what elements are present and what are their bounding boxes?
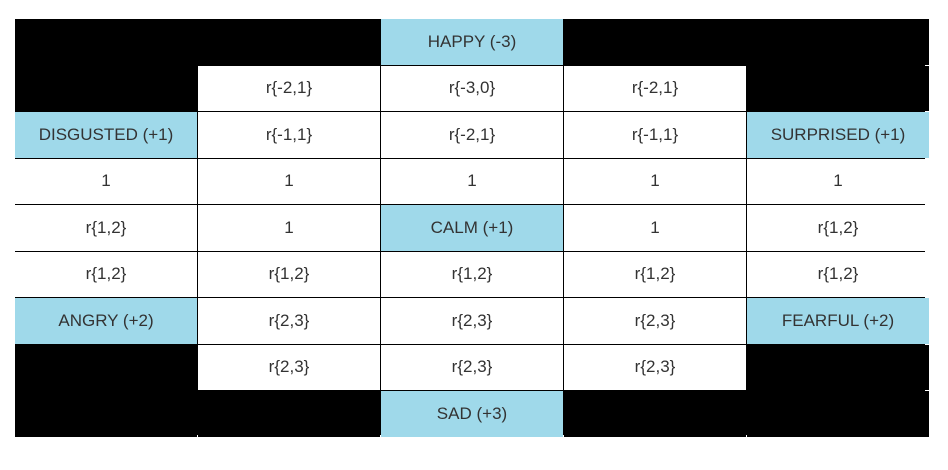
- grid-cell: r{2,3}: [198, 298, 380, 344]
- emotion-cell-disgusted: DISGUSTED (+1): [15, 112, 197, 158]
- grid-cell: 1: [198, 205, 380, 251]
- emotion-grid: HAPPY (-3) r{-2,1} r{-3,0} r{-2,1} DISGU…: [15, 19, 929, 437]
- grid-cell-empty: [564, 391, 746, 437]
- grid-cell: r{2,3}: [564, 298, 746, 344]
- grid-cell-empty: [198, 391, 380, 437]
- grid-cell-empty: [747, 19, 929, 65]
- emotion-cell-sad: SAD (+3): [381, 391, 563, 437]
- emotion-cell-happy: HAPPY (-3): [381, 19, 563, 65]
- grid-cell: r{-2,1}: [381, 112, 563, 158]
- grid-cell-empty: [15, 19, 197, 65]
- grid-cell: r{2,3}: [564, 344, 746, 390]
- grid-cell: 1: [747, 158, 929, 204]
- grid-cell: r{1,2}: [747, 251, 929, 297]
- grid-cell-empty: [15, 344, 197, 390]
- grid-cell: r{1,2}: [15, 251, 197, 297]
- grid-cell-empty: [15, 65, 197, 111]
- grid-cell: 1: [15, 158, 197, 204]
- grid-cell: 1: [198, 158, 380, 204]
- emotion-cell-angry: ANGRY (+2): [15, 298, 197, 344]
- grid-cell: r{1,2}: [198, 251, 380, 297]
- grid-cell-empty: [747, 65, 929, 111]
- grid-cell: r{1,2}: [15, 205, 197, 251]
- grid-cell-empty: [564, 19, 746, 65]
- grid-cell: 1: [381, 158, 563, 204]
- grid-cell: r{-1,1}: [564, 112, 746, 158]
- grid-cell-empty: [747, 344, 929, 390]
- grid-cell: r{2,3}: [381, 298, 563, 344]
- grid-cell: r{1,2}: [747, 205, 929, 251]
- grid-cell-empty: [15, 391, 197, 437]
- grid-cell: r{2,3}: [198, 344, 380, 390]
- grid-cell: r{1,2}: [381, 251, 563, 297]
- grid-cell: r{1,2}: [564, 251, 746, 297]
- grid-cell: 1: [564, 158, 746, 204]
- grid-cell: r{-3,0}: [381, 65, 563, 111]
- grid-cell: r{2,3}: [381, 344, 563, 390]
- grid-cell: r{-1,1}: [198, 112, 380, 158]
- grid-cell-empty: [198, 19, 380, 65]
- grid-cell: 1: [564, 205, 746, 251]
- grid-cell: r{-2,1}: [564, 65, 746, 111]
- emotion-cell-calm: CALM (+1): [381, 205, 563, 251]
- grid-cell-empty: [747, 391, 929, 437]
- emotion-cell-fearful: FEARFUL (+2): [747, 298, 929, 344]
- grid-cell: r{-2,1}: [198, 65, 380, 111]
- emotion-cell-surprised: SURPRISED (+1): [747, 112, 929, 158]
